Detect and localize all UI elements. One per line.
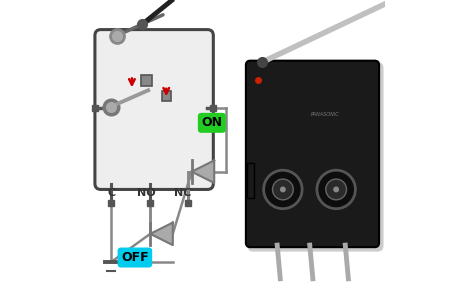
Text: PANASONIC: PANASONIC (310, 112, 339, 117)
FancyBboxPatch shape (95, 30, 213, 189)
FancyBboxPatch shape (246, 61, 379, 247)
Text: C: C (107, 188, 115, 198)
Circle shape (280, 186, 286, 192)
FancyBboxPatch shape (141, 75, 152, 86)
Text: OFF: OFF (121, 251, 149, 264)
Circle shape (264, 170, 302, 209)
Circle shape (273, 179, 293, 200)
Circle shape (317, 170, 356, 209)
Text: ON: ON (201, 116, 222, 129)
Circle shape (333, 186, 339, 192)
Polygon shape (150, 223, 173, 245)
FancyBboxPatch shape (247, 62, 383, 252)
Polygon shape (191, 160, 214, 183)
FancyBboxPatch shape (247, 163, 254, 198)
FancyBboxPatch shape (162, 91, 171, 101)
Circle shape (326, 179, 346, 200)
Text: NO: NO (137, 188, 156, 198)
Text: NC: NC (173, 188, 191, 198)
